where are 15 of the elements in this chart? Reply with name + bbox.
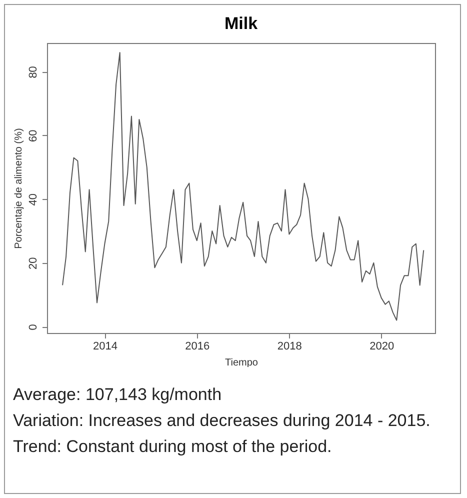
chart-title: Milk bbox=[224, 14, 258, 33]
line-series bbox=[62, 52, 424, 321]
y-tick-label: 40 bbox=[28, 194, 40, 206]
y-tick-label: 60 bbox=[28, 130, 40, 142]
x-tick-label: 2014 bbox=[92, 340, 118, 352]
text: Variation: Increases and decreases during 2014 - 2015. bbox=[13, 410, 432, 432]
text: Average: 107,143 kg/month bbox=[13, 384, 223, 406]
y-tick-label: 20 bbox=[28, 257, 40, 270]
y-tick-label: 80 bbox=[28, 66, 40, 78]
x-tick-label: 2020 bbox=[370, 340, 394, 352]
y-axis-title: Porcentaje de alimento (%) bbox=[14, 128, 24, 249]
x-tick-label: 2016 bbox=[185, 340, 210, 352]
y-tick-label: 0 bbox=[28, 324, 40, 330]
text: Trend: Constant during most of the period. bbox=[13, 436, 333, 458]
x-tick-label: 2018 bbox=[277, 340, 302, 352]
